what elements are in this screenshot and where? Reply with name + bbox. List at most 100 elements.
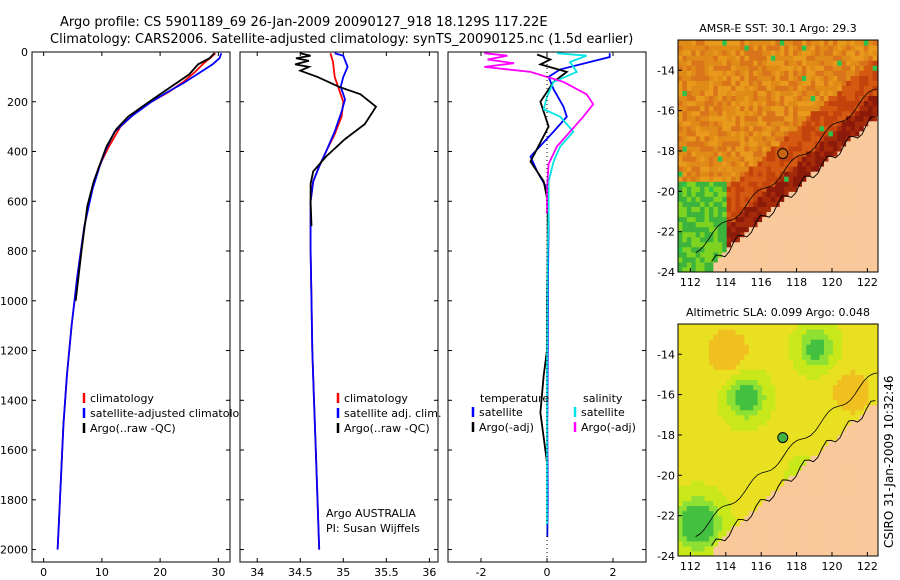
map-cell [855,241,860,248]
map-cell [863,261,869,268]
map-cell [770,45,776,51]
map-cell [832,231,838,238]
map-cell [801,475,807,481]
map-cell [700,379,706,386]
map-cell [855,55,860,61]
map-cell [748,470,754,476]
map-cell [748,45,754,51]
map-cell [868,196,874,202]
map-cell [731,55,737,61]
map-cell [872,389,878,396]
map-cell [837,161,843,167]
map-cell [748,414,754,421]
map-cell [850,399,856,406]
map-cell [744,166,750,172]
map-cell [779,475,785,481]
map-cell [678,495,683,502]
map-cell [828,65,834,71]
map-cell [722,409,728,416]
map-y-tick-label: -16 [657,105,675,118]
map-cell [709,140,714,147]
map-cell [784,246,790,253]
map-cell [775,414,781,421]
map-cell [686,236,692,243]
map-cell [695,470,701,476]
map-cell [815,267,821,272]
map-cell [709,267,714,272]
map-cell [850,236,856,243]
map-cell [775,216,781,223]
map-cell [735,470,741,476]
map-cell [731,156,737,162]
map-cell [744,231,750,238]
map-cell [739,196,745,202]
map-cell [841,399,847,406]
map-cell [704,256,710,263]
map-cell [793,399,798,406]
map-cell [700,231,706,238]
map-cell [735,50,741,56]
map-cell [695,40,701,46]
map-cell [757,480,763,486]
map-cell [691,409,697,416]
map-cell [713,226,719,233]
map-cell [731,251,737,258]
map-cell [824,551,829,556]
map-cell [748,261,754,268]
map-cell [810,404,816,411]
map-cell [770,414,776,421]
map-cell [704,414,710,421]
map-cell [828,510,834,517]
map-cell [762,211,768,218]
map-cell [726,435,732,441]
map-cell [739,80,745,86]
map-cell [806,140,812,147]
map-cell [793,95,798,102]
map-cell [868,251,874,258]
map-cell [731,166,737,172]
shelf-contour [695,372,878,537]
map-cell [735,540,741,547]
map-cell [770,90,776,96]
map-cell [793,440,798,446]
map-cell [753,261,759,268]
map-cell [735,171,741,177]
map-cell [819,480,825,486]
map-cell [722,379,728,386]
map-cell [678,460,683,466]
map-cell [859,500,865,507]
map-cell [784,515,790,522]
map-cell [810,409,816,416]
map-cell [753,399,759,406]
map-cell [832,186,838,192]
map-cell [686,110,692,117]
map-cell [695,530,701,537]
map-cell [744,241,750,248]
map-cell [713,334,719,340]
map-cell [868,171,874,177]
map-cell [775,171,781,177]
map-cell [766,440,772,446]
map-cell [748,161,754,167]
map-cell [770,201,776,207]
map-cell [872,70,878,76]
map-cell [863,460,869,466]
map-cell [837,429,843,436]
map-cell [788,475,794,481]
map-cell [793,429,798,436]
map-cell [691,216,697,223]
map-cell [770,505,776,512]
map-cell [832,246,838,253]
map-cell [775,50,781,56]
map-cell [717,241,723,248]
map-cell [762,90,768,96]
map-cell [815,545,821,552]
map-cell [748,344,754,350]
map-cell [731,384,737,391]
map-cell [686,339,692,345]
map-cell [872,125,878,132]
map-cell [850,339,856,345]
map-cell [766,236,772,243]
map-cell [832,236,838,243]
series-group [294,52,378,550]
